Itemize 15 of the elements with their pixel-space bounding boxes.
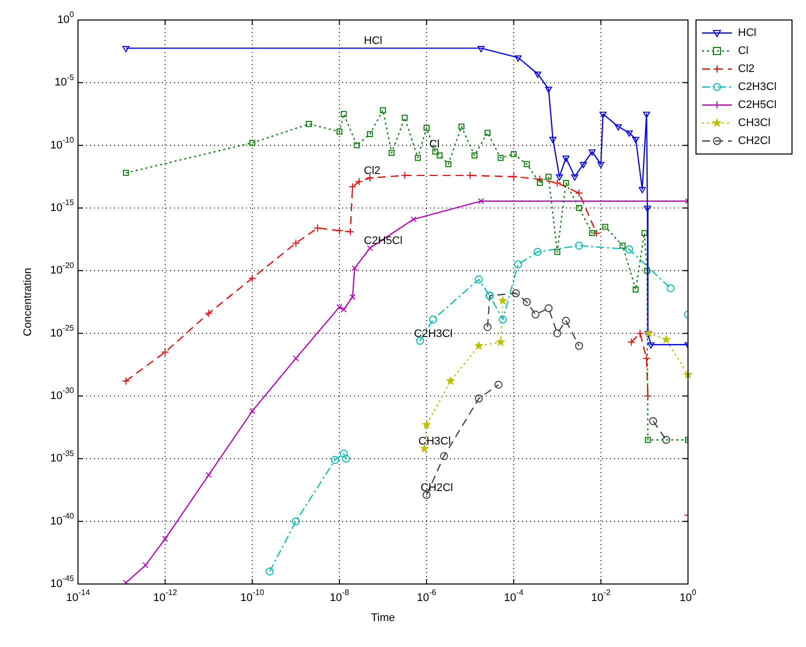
annotation: HCl <box>364 35 382 48</box>
annotation: CH2Cl <box>420 482 453 494</box>
legend-label: C2H5Cl <box>738 99 777 112</box>
legend-label: Cl2 <box>738 63 755 76</box>
y-axis-title: Concentration <box>22 268 34 336</box>
legend-label: C2H3Cl <box>738 81 777 94</box>
legend-label: Cl <box>738 45 748 58</box>
annotation: C2H3Cl <box>414 328 453 340</box>
legend-label: HCl <box>738 27 756 40</box>
annotation: Cl <box>429 138 440 151</box>
x-axis-title: Time <box>370 612 396 624</box>
annotation: CH3Cl <box>418 436 451 448</box>
legend-label: CH2Cl <box>738 135 770 148</box>
annotation: Cl2 <box>364 164 380 177</box>
legend-label: CH3Cl <box>738 117 770 130</box>
